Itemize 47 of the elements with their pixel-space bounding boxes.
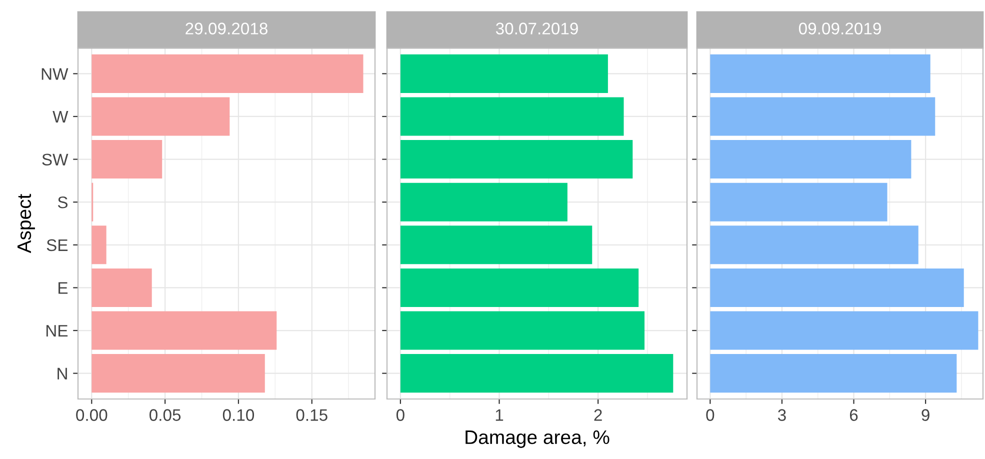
y-tick-label: NW [42,68,68,80]
bar [710,140,912,179]
x-tick-label: 0.10 [222,409,254,421]
y-tick-label: SW [42,154,68,166]
x-tick-label: 0.15 [296,409,328,421]
bar [92,97,230,136]
x-axis-title: Damage area, % [466,430,610,448]
x-tick-label: 0.00 [76,409,108,421]
bar [400,354,674,393]
bar [400,140,633,179]
bar [400,97,624,136]
x-tick-label: 2 [594,409,602,421]
bar [710,354,957,393]
x-tick-label: 9 [922,409,930,421]
y-tick-label: N [58,368,67,380]
bar [710,268,964,307]
y-tick-label: NE [46,325,68,337]
chart-title: 29.09.2018 [186,22,268,34]
bar [92,54,364,93]
y-tick-label: SE [46,239,68,252]
y-tick-label: S [58,196,68,208]
y-tick-label: W [52,111,68,123]
bar [710,226,918,264]
x-tick-label: 0.05 [149,409,181,421]
bar [710,54,930,93]
bar [710,182,888,222]
chart-title: 09.09.2019 [798,22,881,34]
x-tick-label: 3 [778,409,786,421]
bar [400,311,645,350]
x-tick-label: 0 [396,409,404,421]
chart-title: 30.07.2019 [496,22,578,34]
x-tick-label: 6 [850,409,858,421]
bar [92,311,277,350]
bar [400,182,568,222]
bar [92,226,106,264]
bar [92,354,265,393]
y-axis-title: Aspect [18,194,35,254]
bar [710,311,978,350]
bar [400,54,608,93]
bar [710,97,936,136]
x-tick-label: 0 [706,409,714,421]
bar [400,226,592,264]
bar [400,268,639,307]
bar [92,140,162,179]
bar [92,268,152,307]
y-tick-label: E [58,282,68,294]
x-tick-label: 1 [496,409,504,421]
